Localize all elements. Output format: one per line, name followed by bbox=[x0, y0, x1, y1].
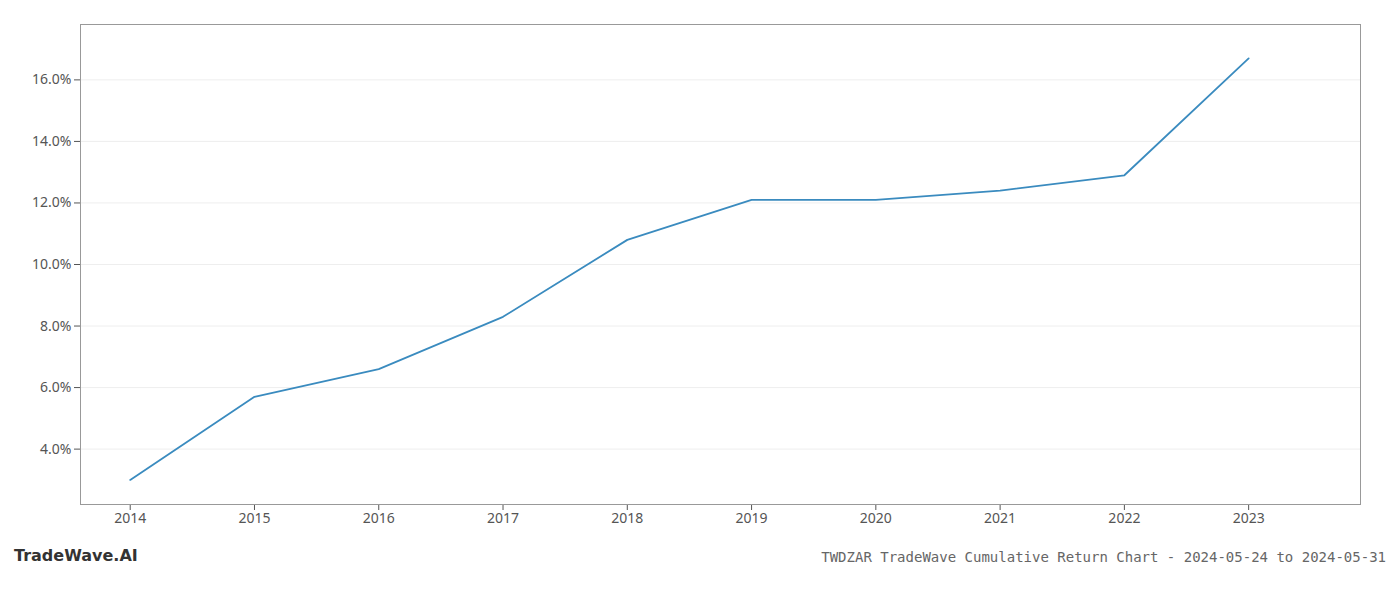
html-text:TradeWave.AI: TradeWave.AI bbox=[14, 546, 138, 565]
svg-text:2017: 2017 bbox=[487, 508, 519, 527]
svg-text:12.0%: 12.0% bbox=[32, 192, 71, 211]
svg-text:4.0%: 4.0% bbox=[40, 439, 71, 458]
svg-text:2021: 2021 bbox=[984, 508, 1016, 527]
html-text:TWDZAR TradeWave Cumulative Re: TWDZAR TradeWave Cumulative Return Chart… bbox=[821, 549, 1386, 565]
svg-text:2023: 2023 bbox=[1233, 508, 1265, 527]
svg-text:16.0%: 16.0% bbox=[32, 69, 71, 88]
svg-text:6.0%: 6.0% bbox=[40, 377, 71, 396]
svg-text:2016: 2016 bbox=[363, 508, 395, 527]
svg-text:10.0%: 10.0% bbox=[32, 254, 71, 273]
svg-text:2014: 2014 bbox=[114, 508, 146, 527]
svg-text:14.0%: 14.0% bbox=[32, 131, 71, 150]
svg-text:2020: 2020 bbox=[860, 508, 892, 527]
svg-text:8.0%: 8.0% bbox=[40, 316, 71, 335]
svg-text:2018: 2018 bbox=[611, 508, 643, 527]
svg-text:2015: 2015 bbox=[238, 508, 270, 527]
svg-text:2019: 2019 bbox=[736, 508, 768, 527]
svg-text:2022: 2022 bbox=[1108, 508, 1140, 527]
